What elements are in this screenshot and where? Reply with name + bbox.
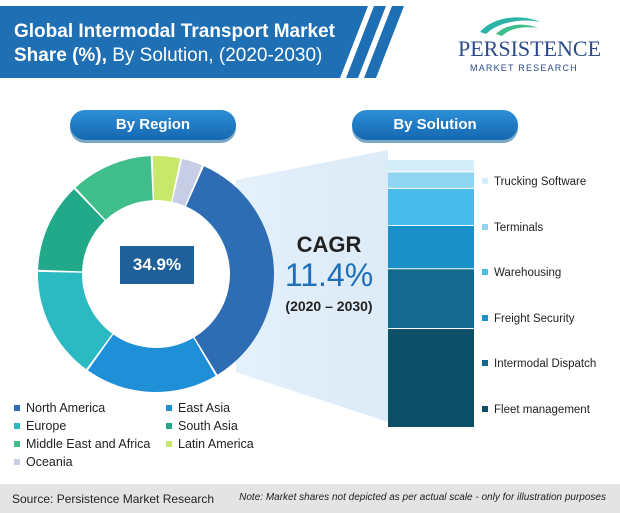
title-normal-part: By Solution, (2020-2030): [106, 45, 323, 66]
legend-label: North America: [26, 401, 106, 415]
footer-bar: Source: Persistence Market Research Note…: [0, 484, 620, 513]
legend-swatch: [166, 405, 172, 411]
stack-segment-warehousing: [388, 188, 474, 225]
donut-slice-middle-east-and-africa: [75, 156, 153, 220]
legend-swatch: [14, 459, 20, 465]
region-donut: [37, 156, 274, 393]
solution-legend-item-terminals: Terminals: [482, 222, 543, 234]
solution-legend-item-intermodal-dispatch: Intermodal Dispatch: [482, 358, 596, 370]
solution-legend-item-fleet-management: Fleet management: [482, 404, 590, 416]
title-banner: [0, 6, 404, 78]
donut-slice-oceania: [172, 158, 203, 206]
stack-segment-terminals: [388, 172, 474, 188]
legend-label: Fleet management: [494, 404, 590, 416]
donut-slice-south-asia: [38, 189, 105, 272]
solution-legend-item-freight-security: Freight Security: [482, 313, 575, 325]
legend-label: Terminals: [494, 222, 544, 234]
stack-segment-trucking-software: [388, 160, 474, 172]
solution-stacked-bar: [388, 160, 474, 427]
legend-label: Freight Security: [494, 313, 575, 325]
donut-slice-north-america: [186, 166, 274, 375]
legend-swatch: [166, 441, 172, 447]
cagr-value: 11.4%: [284, 257, 374, 293]
legend-swatch: [482, 406, 488, 412]
logo-swoosh-icon: [480, 17, 540, 36]
legend-label: Intermodal Dispatch: [494, 358, 597, 370]
footer-note: Note: Market shares not depicted as per …: [239, 492, 606, 503]
callout-wedge: [236, 150, 388, 422]
north-america-share-label: 34.9%: [120, 246, 194, 284]
legend-swatch: [14, 423, 20, 429]
donut-slice-europe: [37, 271, 113, 370]
region-legend-item-east-asia: East Asia: [166, 401, 230, 415]
donut-slice-east-asia: [87, 334, 216, 393]
legend-swatch: [482, 315, 488, 321]
title-banner-stripe-1: [346, 6, 386, 78]
stack-segment-freight-security: [388, 225, 474, 269]
logo-tagline: MARKET RESEARCH: [470, 63, 578, 73]
region-legend-item-europe: Europe: [14, 419, 66, 433]
by-region-pill: By Region: [70, 110, 236, 140]
title-bold-line-1: Global Intermodal Transport Market: [14, 21, 335, 42]
stack-segment-fleet-management: [388, 329, 474, 427]
region-legend-item-north-america: North America: [14, 401, 105, 415]
legend-label: Middle East and Africa: [26, 437, 151, 451]
legend-label: Trucking Software: [494, 176, 587, 188]
logo-wordmark: PERSISTENCE: [458, 36, 602, 61]
legend-label: Oceania: [26, 455, 73, 469]
cagr-label: CAGR: [296, 232, 362, 257]
legend-label: Warehousing: [494, 267, 562, 279]
footer-source: Source: Persistence Market Research: [12, 492, 215, 506]
legend-swatch: [14, 441, 20, 447]
legend-label: Europe: [26, 419, 67, 433]
by-solution-pill: By Solution: [352, 110, 518, 140]
legend-swatch: [14, 405, 20, 411]
stack-segment-intermodal-dispatch: [388, 269, 474, 329]
region-legend-item-oceania: Oceania: [14, 455, 73, 469]
title-banner-stripe-2: [364, 6, 404, 78]
legend-label: East Asia: [178, 401, 231, 415]
region-legend-item-latin-america: Latin America: [166, 437, 254, 451]
region-legend-item-south-asia: South Asia: [166, 419, 238, 433]
legend-swatch: [482, 178, 488, 184]
donut-slice-latin-america: [152, 156, 181, 202]
title-banner-fill: [0, 6, 368, 78]
cagr-period: (2020 – 2030): [285, 298, 373, 314]
region-legend-item-middle-east-and-africa: Middle East and Africa: [14, 437, 150, 451]
legend-swatch: [166, 423, 172, 429]
page-title: Global Intermodal Transport Market Share…: [14, 20, 404, 68]
solution-legend-item-trucking-software: Trucking Software: [482, 176, 586, 188]
legend-swatch: [482, 269, 488, 275]
legend-swatch: [482, 224, 488, 230]
legend-label: South Asia: [178, 419, 238, 433]
legend-label: Latin America: [178, 437, 254, 451]
legend-swatch: [482, 360, 488, 366]
solution-legend-item-warehousing: Warehousing: [482, 267, 561, 279]
title-bold-line-2: Share (%),: [14, 45, 107, 66]
